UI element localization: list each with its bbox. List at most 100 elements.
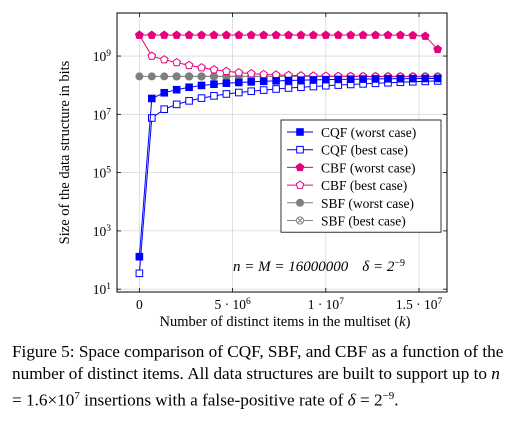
data-point-cqf-worst-case — [334, 75, 343, 84]
data-point-cbf-worst-case — [420, 31, 430, 40]
y-tick-label: 107 — [93, 107, 112, 122]
legend-item-cqf-worst-case: CQF (worst case) — [287, 125, 416, 140]
data-point-cqf-worst-case — [346, 75, 355, 84]
legend-item-sbf-best-case: SBF (best case) — [287, 214, 406, 229]
data-point-cbf-worst-case — [172, 30, 182, 39]
data-point-sbf-worst-case — [147, 72, 156, 81]
data-point-cbf-worst-case — [197, 30, 206, 39]
data-point-cqf-best-case — [284, 84, 293, 92]
data-point-cqf-best-case — [222, 90, 231, 98]
legend-box — [280, 119, 442, 233]
data-point-cbf-worst-case — [408, 30, 418, 40]
x-tick-label: 5 · 106 — [214, 297, 250, 312]
legend-label: CQF (best case) — [321, 143, 408, 158]
data-point-cbf-best-case — [147, 51, 157, 60]
data-point-sbf-worst-case — [209, 72, 218, 81]
plot-frame — [116, 12, 448, 293]
data-point-cbf-worst-case — [396, 30, 405, 39]
legend-item-cbf-best-case: CBF (best case) — [287, 178, 407, 193]
data-point-cqf-worst-case — [396, 74, 405, 83]
data-point-cbf-best-case — [221, 66, 231, 76]
data-point-cbf-worst-case — [184, 30, 194, 39]
data-point-cqf-worst-case — [322, 75, 330, 84]
data-point-cbf-best-case — [234, 68, 244, 77]
data-point-cbf-worst-case — [308, 30, 318, 39]
data-point-cqf-best-case — [247, 87, 256, 96]
data-point-cqf-best-case — [135, 269, 144, 278]
data-point-cqf-worst-case — [384, 74, 392, 83]
data-point-cbf-best-case — [197, 63, 206, 72]
legend-label: CBF (best case) — [321, 178, 407, 193]
data-point-cqf-worst-case — [371, 75, 380, 83]
data-point-cqf-worst-case — [148, 94, 156, 103]
data-point-cqf-best-case — [297, 83, 305, 92]
legend-label: CQF (worst case) — [321, 125, 416, 140]
series-cbf-worst-case — [134, 30, 443, 54]
data-point-sbf-worst-case — [185, 72, 194, 81]
series-cqf-worst-case — [135, 74, 442, 261]
data-point-cqf-worst-case — [210, 80, 218, 89]
y-tick-label: 103 — [93, 224, 112, 239]
data-point-cbf-worst-case — [221, 30, 231, 39]
legend-item-cbf-worst-case: CBF (worst case) — [287, 160, 416, 175]
data-point-cqf-worst-case — [359, 75, 367, 83]
data-point-cqf-best-case — [309, 82, 318, 91]
data-point-cbf-best-case — [209, 65, 219, 74]
data-point-cbf-worst-case — [234, 30, 244, 39]
legend-label: CBF (worst case) — [321, 160, 416, 175]
data-point-cqf-best-case — [272, 85, 280, 93]
data-point-sbf-worst-case — [197, 72, 206, 81]
x-tick-label: 1.5 · 107 — [396, 297, 443, 312]
legend-marker — [296, 128, 304, 136]
data-point-cqf-best-case — [160, 105, 169, 113]
data-point-cbf-worst-case — [259, 30, 269, 39]
x-tick-label: 1 · 107 — [308, 297, 345, 312]
axis-tick-labels: 0 5 · 106 1 · 107 1.5 · 107 101 103 105 107 109 — [93, 49, 443, 312]
data-point-cbf-worst-case — [333, 30, 343, 39]
figure-caption: Figure 5: Space comparison of CQF, SBF, … — [12, 342, 504, 410]
legend-item-sbf-worst-case: SBF (worst case) — [287, 196, 414, 211]
data-point-cbf-worst-case — [159, 30, 169, 39]
data-point-cbf-worst-case — [383, 30, 393, 39]
x-tick-label: 0 — [136, 297, 143, 312]
legend-marker — [296, 145, 304, 154]
data-point-cbf-worst-case — [271, 30, 281, 39]
data-point-cbf-worst-case — [246, 30, 256, 39]
data-point-cqf-worst-case — [409, 74, 417, 83]
axis-ticks — [117, 13, 447, 292]
series-layer — [134, 30, 443, 278]
legend: CQF (worst case) CQF (best case) CBF (wors… — [280, 119, 442, 233]
data-point-sbf-worst-case — [172, 72, 181, 81]
data-point-cqf-best-case — [235, 88, 243, 97]
data-point-cbf-worst-case — [147, 30, 157, 39]
legend-marker — [295, 162, 305, 172]
data-point-cbf-worst-case — [134, 30, 144, 39]
data-point-cbf-best-case — [184, 60, 194, 70]
data-point-sbf-worst-case — [160, 72, 169, 81]
data-point-cbf-best-case — [259, 69, 269, 79]
legend-label: SBF (worst case) — [321, 196, 414, 211]
data-point-cqf-worst-case — [235, 78, 243, 87]
data-point-cbf-best-case — [246, 68, 256, 78]
y-tick-label: 109 — [93, 49, 112, 64]
data-point-cqf-worst-case — [284, 76, 293, 85]
legend-marker — [296, 198, 304, 207]
data-point-cqf-best-case — [185, 97, 193, 105]
y-tick-label: 101 — [93, 282, 112, 297]
data-point-sbf-worst-case — [135, 72, 144, 81]
data-point-cbf-worst-case — [284, 30, 293, 39]
data-point-cqf-worst-case — [222, 79, 231, 87]
data-point-cqf-best-case — [172, 100, 181, 109]
data-point-cqf-worst-case — [172, 85, 181, 94]
legend-marker — [295, 216, 305, 225]
legend-label: SBF (best case) — [321, 214, 406, 229]
data-point-cqf-worst-case — [309, 76, 318, 84]
y-tick-label: 105 — [93, 166, 112, 181]
data-point-cbf-worst-case — [358, 30, 368, 39]
legend-item-cqf-best-case: CQF (best case) — [287, 143, 408, 158]
data-point-cqf-worst-case — [197, 81, 206, 90]
data-point-cbf-worst-case — [433, 44, 443, 54]
data-point-cqf-worst-case — [160, 88, 169, 97]
data-point-cqf-best-case — [197, 94, 206, 102]
